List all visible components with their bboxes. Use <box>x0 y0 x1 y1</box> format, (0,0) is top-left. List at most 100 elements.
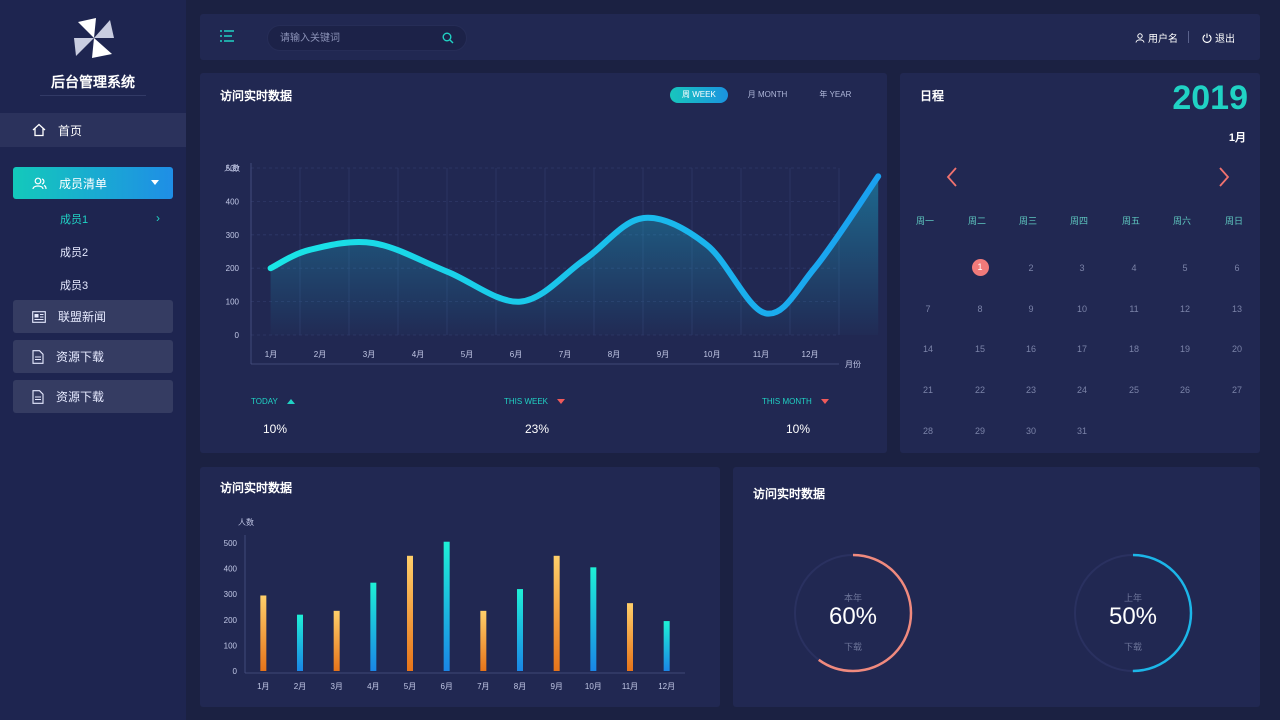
stat-today-label: TODAY <box>251 397 295 406</box>
bar <box>517 589 523 671</box>
y-axis-label: 人数 <box>238 517 254 527</box>
sidebar-subitem-member2[interactable]: 成员2 <box>60 247 89 259</box>
gauge-this-year: 本年 60% 下载 <box>791 551 915 675</box>
power-icon <box>1202 33 1212 43</box>
gauge-ring <box>1073 553 1193 673</box>
tab-week[interactable]: 周 WEEK <box>670 87 728 103</box>
calendar-day[interactable]: 29 <box>974 425 985 436</box>
calendar-day[interactable]: 28 <box>922 425 933 436</box>
calendar-day[interactable]: 6 <box>1234 263 1240 273</box>
x-tick-label: 4月 <box>367 682 379 691</box>
calendar-day[interactable]: 5 <box>1182 263 1188 273</box>
calendar-day[interactable]: 11 <box>1129 303 1139 314</box>
x-tick-label: 4月 <box>412 350 424 359</box>
chevron-right-icon: › <box>156 211 160 225</box>
calendar-day[interactable]: 24 <box>1076 385 1087 396</box>
sidebar-subitem-member3[interactable]: 成员3 <box>60 280 89 292</box>
calendar-day[interactable]: 14 <box>922 344 933 355</box>
bar-chart-panel: 访问实时数据 人数 0 100 200 300 400 500 1月 2月 3月 4月 5月 6月 7月 8… <box>200 467 720 707</box>
calendar-day[interactable]: 7 <box>925 303 931 314</box>
y-tick-label: 300 <box>226 231 240 240</box>
calendar-day[interactable]: 19 <box>1179 344 1190 355</box>
calendar-day[interactable]: 2 <box>1028 263 1034 273</box>
y-tick-label: 400 <box>226 197 240 206</box>
calendar-day-today[interactable]: 1 <box>971 259 989 276</box>
bar <box>590 567 597 671</box>
sidebar-item-download-1[interactable]: 资源下载 <box>13 340 173 373</box>
sidebar-item-members[interactable]: 成员清单 <box>13 167 173 199</box>
sidebar-item-label: 资源下载 <box>56 390 105 404</box>
x-tick-label: 12月 <box>658 682 675 691</box>
line-area <box>270 176 879 335</box>
calendar-day[interactable]: 25 <box>1128 385 1139 396</box>
sidebar-item-download-2[interactable]: 资源下载 <box>13 380 173 413</box>
sidebar-subitem-member1[interactable]: 成员1 › <box>60 211 160 226</box>
gauge-top-label: 上年 <box>1123 593 1142 603</box>
y-tick-label: 0 <box>235 331 240 340</box>
gauge-ring <box>793 553 913 673</box>
user-menu[interactable]: 用户名 <box>1135 30 1178 45</box>
calendar-day[interactable]: 27 <box>1231 385 1242 396</box>
calendar-day[interactable]: 3 <box>1079 263 1085 273</box>
calendar-day[interactable]: 13 <box>1231 303 1242 314</box>
x-tick-label: 2月 <box>314 350 326 359</box>
panel-title: 日程 <box>920 89 945 103</box>
gauge-last-year: 上年 50% 下载 <box>1071 551 1195 675</box>
document-icon <box>32 389 44 404</box>
top-bar: 用户名 退出 <box>200 14 1260 60</box>
calendar-day[interactable]: 31 <box>1076 425 1087 436</box>
x-tick-label: 5月 <box>461 350 473 359</box>
calendar-day[interactable]: 4 <box>1131 263 1137 273</box>
news-icon <box>32 310 46 323</box>
username: 用户名 <box>1148 34 1178 45</box>
calendar-day[interactable]: 21 <box>922 385 933 396</box>
calendar-day[interactable]: 9 <box>1028 303 1034 314</box>
y-tick-label: 500 <box>224 539 238 548</box>
logo-icon <box>74 18 114 58</box>
panel-title: 访问实时数据 <box>220 89 293 103</box>
calendar-weekday: 周二 <box>967 216 986 226</box>
calendar-day[interactable]: 15 <box>974 344 985 355</box>
stat-month-label: THIS MONTH <box>762 397 829 406</box>
gauge-bottom-label: 下载 <box>843 642 862 652</box>
calendar-day[interactable]: 12 <box>1179 303 1190 314</box>
calendar-weekday: 周日 <box>1224 216 1243 226</box>
y-axis-label: 人数 <box>224 163 240 173</box>
search-input[interactable] <box>280 31 430 45</box>
gauge-arc <box>1073 553 1193 673</box>
calendar-day[interactable]: 30 <box>1025 425 1036 436</box>
calendar-day[interactable]: 10 <box>1076 303 1087 314</box>
calendar-day[interactable]: 26 <box>1179 385 1190 396</box>
bar <box>627 603 633 671</box>
logout-button[interactable]: 退出 <box>1202 30 1235 45</box>
x-tick-label: 12月 <box>802 350 819 359</box>
prev-month-icon[interactable] <box>946 167 958 187</box>
x-tick-label: 2月 <box>294 682 306 691</box>
x-tick-label: 3月 <box>330 682 342 691</box>
bar <box>297 614 303 671</box>
next-month-icon[interactable] <box>1218 167 1230 187</box>
calendar-day[interactable]: 23 <box>1025 385 1036 396</box>
calendar-weekday: 周五 <box>1121 216 1140 226</box>
x-tick-label: 1月 <box>257 682 269 691</box>
tab-year[interactable]: 年 YEAR <box>819 90 852 99</box>
x-tick-label: 6月 <box>440 682 452 691</box>
x-tick-label: 1月 <box>265 350 277 359</box>
calendar-day[interactable]: 16 <box>1025 344 1036 355</box>
x-tick-label: 11月 <box>753 350 769 359</box>
sidebar-item-home[interactable]: 首页 <box>0 113 186 147</box>
stat-week-label: THIS WEEK <box>504 397 566 406</box>
calendar-day[interactable]: 20 <box>1231 344 1242 355</box>
search-icon[interactable] <box>442 32 454 44</box>
calendar-day[interactable]: 22 <box>974 385 985 396</box>
tab-month[interactable]: 月 MONTH <box>747 90 788 99</box>
sidebar-item-news[interactable]: 联盟新闻 <box>13 300 173 333</box>
calendar-day[interactable]: 8 <box>977 303 983 314</box>
trend-up-icon <box>286 399 295 404</box>
calendar-weekday: 周三 <box>1018 216 1037 226</box>
calendar-day[interactable]: 17 <box>1076 344 1087 355</box>
calendar-day[interactable]: 18 <box>1128 344 1139 355</box>
menu-toggle-icon[interactable] <box>220 30 234 42</box>
x-tick-label: 11月 <box>622 682 638 691</box>
users-icon <box>32 177 47 189</box>
